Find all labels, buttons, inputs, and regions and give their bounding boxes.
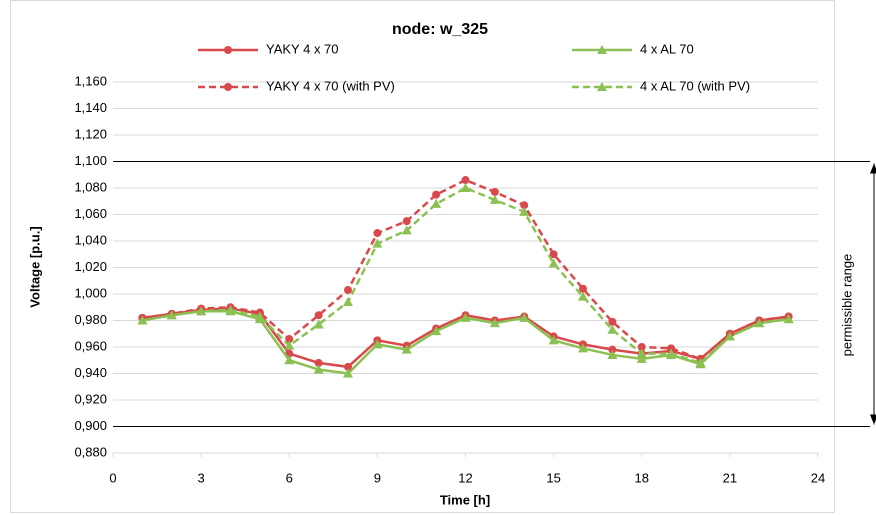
data-point [344,286,352,295]
data-point [401,344,412,354]
y-axis-title: Voltage [p.u.] [27,226,42,307]
data-point [549,250,558,259]
data-point [402,217,411,226]
data-point [520,201,529,210]
data-point [343,368,353,378]
legend-marker [224,46,232,54]
legend-label: 4 x AL 70 (with PV) [640,78,750,93]
data-point [607,324,618,334]
data-point [754,318,765,328]
data-point [636,353,647,363]
data-point [461,176,470,185]
data-point [372,339,383,349]
y-tick-label: 1,000 [74,285,107,300]
data-point [284,340,295,350]
data-point [608,345,617,354]
legend-marker [597,45,607,54]
data-point [489,318,500,328]
data-point [548,335,559,345]
y-tick-label: 1,120 [74,126,107,141]
data-point [432,190,441,199]
data-point [667,344,676,353]
data-point [490,187,499,196]
y-tick-label: 1,040 [74,232,107,247]
data-point [489,194,500,204]
x-tick-label: 21 [723,470,737,485]
data-point [431,198,442,208]
data-point [314,311,323,320]
y-tick-label: 0,900 [74,418,107,433]
data-point [372,238,383,248]
x-tick-label: 9 [374,470,381,485]
chart-frame [10,0,835,513]
data-point [636,348,647,358]
x-tick-label: 18 [635,470,649,485]
data-point [373,229,382,238]
data-point [460,312,471,322]
data-point [401,225,412,235]
arrow-head [870,414,876,425]
data-point [460,183,471,192]
x-tick-label: 12 [458,470,472,485]
arrow-head [870,163,876,174]
y-tick-label: 0,920 [74,391,107,406]
data-point [196,306,207,316]
legend-label: YAKY 4 x 70 [266,41,339,56]
y-tick-label: 1,160 [74,73,107,88]
y-tick-label: 0,880 [74,444,107,459]
x-tick-label: 24 [811,470,825,485]
data-point [285,335,294,344]
data-point [607,349,618,359]
y-tick-label: 1,080 [74,179,107,194]
data-point [666,348,677,358]
data-point [137,315,148,325]
data-point [578,343,588,353]
data-point [225,304,236,314]
data-point [431,326,442,336]
legend-label: YAKY 4 x 70 (with PV) [266,78,395,93]
y-tick-label: 1,060 [74,206,107,221]
range-annotation: permissible range [839,254,854,357]
data-point [254,311,265,321]
x-tick-label: 15 [546,470,560,485]
x-tick-label: 0 [109,470,116,485]
x-tick-label: 6 [286,470,293,485]
x-tick-label: 3 [198,470,205,485]
data-point [637,343,646,351]
data-point [695,357,706,367]
legend-marker [224,83,232,91]
y-tick-label: 1,100 [74,153,107,168]
data-point [166,310,177,320]
y-tick-label: 0,980 [74,312,107,327]
chart-title: node: w_325 [392,21,488,38]
data-point [343,296,353,306]
data-point [579,284,587,293]
data-point [724,331,735,341]
y-tick-label: 1,020 [74,259,107,274]
data-point [313,364,324,374]
data-point [519,312,530,322]
legend-marker [597,82,607,91]
y-tick-label: 0,960 [74,338,107,353]
y-tick-label: 0,940 [74,365,107,380]
data-point [608,317,617,326]
legend-label: 4 x AL 70 [640,41,694,56]
data-point [578,291,588,301]
data-point [344,362,352,371]
data-point [519,206,530,216]
data-point [314,358,323,367]
x-axis-title: Time [h] [440,492,490,507]
data-point [783,314,794,324]
data-point [313,319,324,329]
y-tick-label: 1,140 [74,100,107,115]
data-point [284,355,295,365]
data-point [548,258,559,268]
